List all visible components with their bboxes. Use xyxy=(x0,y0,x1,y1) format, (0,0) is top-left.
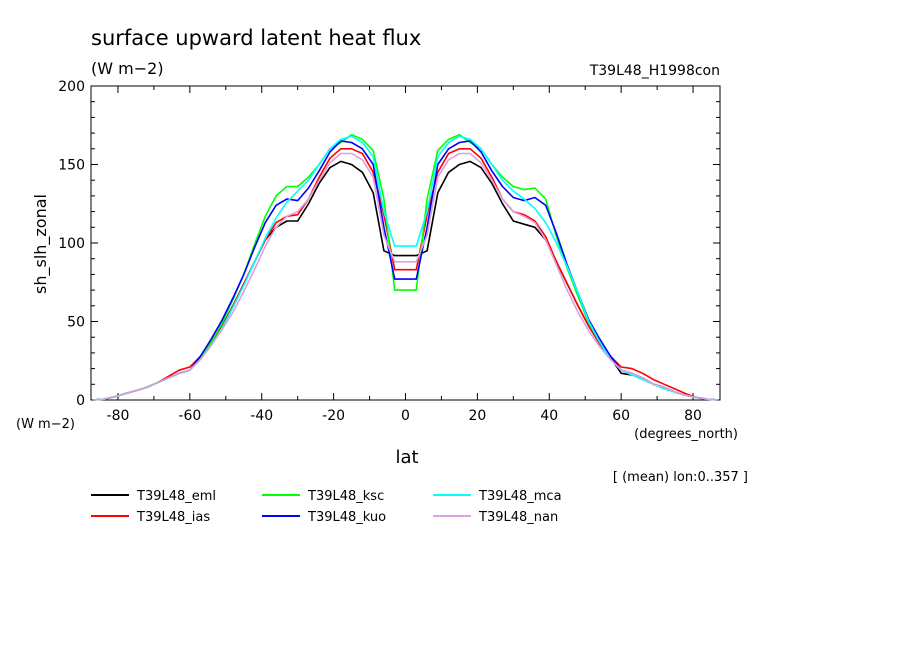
legend-label: T39L48_ias xyxy=(136,510,210,525)
x-tick-label: -20 xyxy=(322,408,345,424)
series-line-T39L48_eml xyxy=(92,160,719,401)
chart-subtitle-units: (W m−2) xyxy=(91,59,164,78)
y-tick-label: 150 xyxy=(58,158,85,174)
x-axis-label: lat xyxy=(395,447,418,468)
x-tick-labels: -80 -60 -40 -20 0 20 40 60 80 xyxy=(107,408,702,424)
series-line-T39L48_kuo xyxy=(92,140,719,401)
x-tick-label: 80 xyxy=(684,408,702,424)
series-line-T39L48_nan xyxy=(92,152,719,401)
legend-label: T39L48_eml xyxy=(136,489,216,504)
y-tick-label: 0 xyxy=(76,393,85,409)
legend-label: T39L48_kuo xyxy=(307,510,386,525)
series-line-T39L48_ksc xyxy=(92,133,719,401)
run-label: T39L48_H1998con xyxy=(589,63,720,79)
series-line-T39L48_ias xyxy=(92,148,719,401)
legend-label: T39L48_mca xyxy=(478,489,562,504)
chart-title: surface upward latent heat flux xyxy=(91,26,421,50)
x-tick-label: -40 xyxy=(250,408,273,424)
x-tick-label: 40 xyxy=(540,408,558,424)
plot-frame xyxy=(90,85,721,401)
averaging-note: [ (mean) lon:0..357 ] xyxy=(613,470,748,485)
y-tick-label: 100 xyxy=(58,236,85,252)
x-tick-label: 20 xyxy=(468,408,486,424)
legend-label: T39L48_nan xyxy=(478,510,558,525)
series-lines xyxy=(92,133,719,401)
axis-ticks xyxy=(91,85,720,401)
y-axis-label: sh_slh_zonal xyxy=(31,194,51,294)
legend: T39L48_eml T39L48_ias T39L48_ksc T39L48_kuo… xyxy=(91,489,562,525)
series-line-T39L48_mca xyxy=(92,135,719,401)
x-tick-label: 60 xyxy=(612,408,630,424)
y-tick-label: 50 xyxy=(67,315,85,331)
y-tick-label: 200 xyxy=(58,79,85,95)
y-axis-units: (W m−2) xyxy=(16,417,75,432)
legend-label: T39L48_ksc xyxy=(307,489,384,504)
y-tick-labels: 0 50 100 150 200 xyxy=(58,79,85,409)
x-axis-units: (degrees_north) xyxy=(634,427,738,442)
x-tick-label: 0 xyxy=(401,408,410,424)
x-tick-label: -80 xyxy=(107,408,130,424)
x-tick-label: -60 xyxy=(178,408,201,424)
